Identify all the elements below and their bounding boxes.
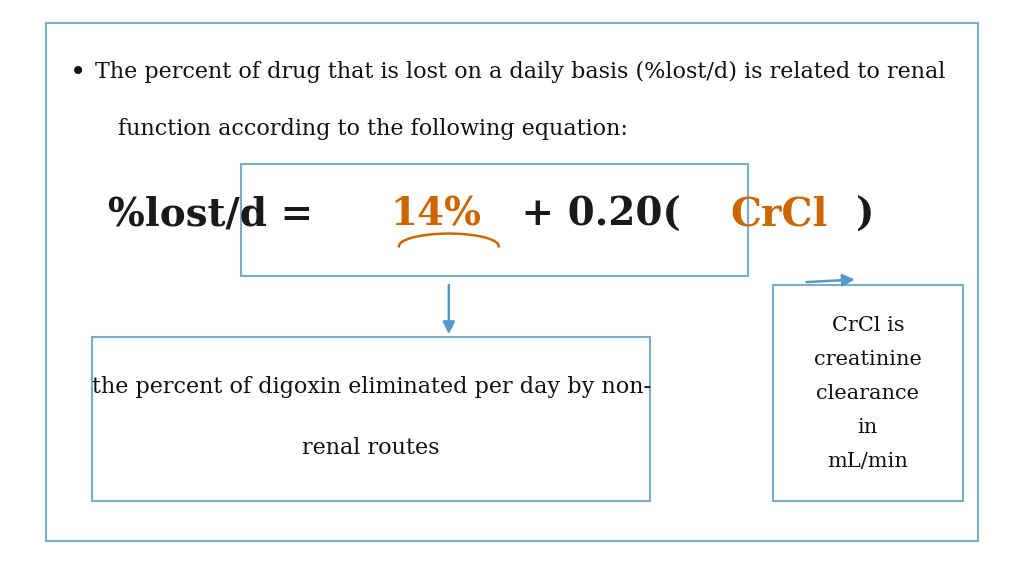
Text: CrCl: CrCl	[730, 196, 828, 233]
Text: renal routes: renal routes	[302, 437, 440, 459]
Text: %lost/d =: %lost/d =	[108, 196, 327, 233]
Text: function according to the following equation:: function according to the following equa…	[118, 118, 628, 140]
Text: CrCl is
creatinine
clearance
in
mL/min: CrCl is creatinine clearance in mL/min	[814, 316, 922, 471]
Text: ): )	[856, 196, 874, 233]
Text: the percent of digoxin eliminated per day by non-: the percent of digoxin eliminated per da…	[91, 376, 651, 399]
Bar	[92, 337, 650, 501]
Text: 14%: 14%	[390, 196, 481, 233]
Text: •: •	[70, 60, 86, 88]
Bar	[241, 164, 748, 276]
Text: + 0.20(: + 0.20(	[508, 196, 680, 233]
Text: The percent of drug that is lost on a daily basis (%lost/d) is related to renal: The percent of drug that is lost on a da…	[95, 60, 945, 82]
Bar	[773, 285, 963, 501]
